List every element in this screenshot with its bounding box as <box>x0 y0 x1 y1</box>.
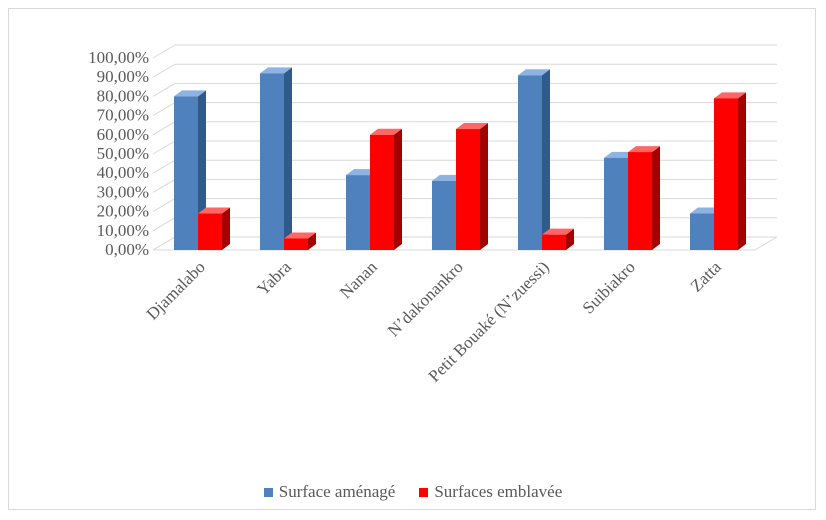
x-tick-label: Suibiakro <box>579 257 639 317</box>
bar-front <box>370 134 394 250</box>
bars <box>174 67 746 251</box>
bar-front <box>432 180 456 250</box>
y-tick-label: 0,00% <box>105 240 149 259</box>
bar-side <box>308 232 316 250</box>
bar-front <box>542 234 566 250</box>
bar <box>174 90 206 251</box>
y-axis-ticks: 0,00%10,00%20,00%30,00%40,00%50,00%60,00… <box>88 48 149 259</box>
bar-side <box>480 123 488 250</box>
bar-front <box>174 96 198 251</box>
gridline <box>152 44 777 59</box>
y-tick-label: 90,00% <box>97 67 149 86</box>
x-tick-label: Yabra <box>253 257 295 299</box>
bar <box>542 228 574 250</box>
legend-item-surfaces-emblavee: Surfaces emblavée <box>419 482 562 502</box>
bar-front <box>260 73 284 250</box>
y-tick-label: 80,00% <box>97 86 149 105</box>
bar-side <box>222 207 230 250</box>
bar-side <box>394 128 402 250</box>
bar-top <box>174 90 206 97</box>
bar <box>714 92 746 250</box>
bar <box>370 128 402 250</box>
bar-top <box>284 232 316 239</box>
bar <box>198 207 230 250</box>
bar-side <box>652 146 660 250</box>
bar-top <box>198 207 230 214</box>
bar-side <box>542 69 550 250</box>
legend: Surface aménagé Surfaces emblavée <box>0 478 826 506</box>
bar-side <box>566 228 574 250</box>
y-tick-label: 60,00% <box>97 125 149 144</box>
legend-item-surface-amenage: Surface aménagé <box>263 482 396 502</box>
bar <box>628 146 660 250</box>
bar <box>456 123 488 250</box>
bar-front <box>284 238 308 250</box>
bar-side <box>738 92 746 250</box>
legend-swatch-red <box>419 487 429 497</box>
bar-top <box>542 228 574 235</box>
bar-front <box>714 98 738 250</box>
bar-front <box>628 152 652 250</box>
bar-front <box>690 213 714 250</box>
bar-top <box>260 67 292 74</box>
legend-swatch-blue <box>263 487 273 497</box>
bar-side <box>284 67 292 250</box>
legend-label: Surface aménagé <box>278 482 396 501</box>
chart-frame <box>8 8 816 510</box>
gridline <box>152 102 777 117</box>
bar <box>518 69 550 250</box>
y-tick-label: 50,00% <box>97 144 149 163</box>
y-tick-label: 40,00% <box>97 163 149 182</box>
bar-top <box>714 92 746 99</box>
bar-front <box>604 157 628 250</box>
bar-front <box>198 213 222 250</box>
gridline <box>152 82 777 97</box>
legend-label: Surfaces emblavée <box>434 482 563 501</box>
bar-top <box>370 128 402 135</box>
gridline <box>152 63 777 78</box>
bar <box>284 232 316 250</box>
x-tick-label: N’dakonankro <box>384 257 467 340</box>
x-tick-label: Nanan <box>336 257 381 302</box>
bar <box>260 67 292 250</box>
x-tick-label: Djamalabo <box>143 257 209 323</box>
bar-top <box>628 146 660 153</box>
bar-front <box>456 129 480 250</box>
y-tick-label: 70,00% <box>97 106 149 125</box>
floor-edge-right <box>754 236 778 251</box>
bar-top <box>456 123 488 130</box>
y-tick-label: 100,00% <box>88 48 149 67</box>
y-tick-label: 20,00% <box>97 202 149 221</box>
x-tick-label: Zatta <box>687 257 725 295</box>
bar-front <box>518 75 542 250</box>
bar-front <box>346 175 370 250</box>
y-tick-label: 10,00% <box>97 221 149 240</box>
y-tick-label: 30,00% <box>97 182 149 201</box>
bar-top <box>518 69 550 76</box>
